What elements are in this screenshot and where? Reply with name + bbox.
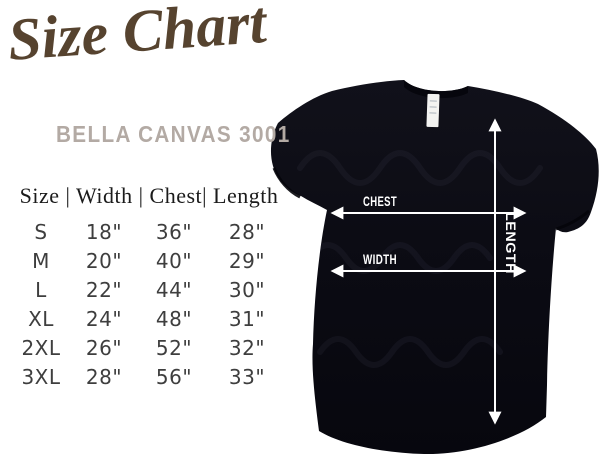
width-cell: 18" <box>85 219 123 244</box>
length-label: LENGTH <box>503 212 519 274</box>
chest-cell: 48" <box>155 306 193 331</box>
length-cell: 31" <box>228 306 266 331</box>
right-cuff-seam <box>555 209 590 231</box>
size-cell: S <box>34 219 48 244</box>
product-subtitle: BELLA CANVAS 3001 <box>56 121 291 147</box>
size-table-rows: S 18" 36" 28" M 20" 40" 29" L 22" 44" 30… <box>12 217 286 391</box>
chest-cell: 56" <box>155 364 193 389</box>
size-cell: XL <box>28 306 54 331</box>
width-cell: 26" <box>85 335 123 360</box>
width-cell: 24" <box>85 306 123 331</box>
chest-cell: 52" <box>155 335 193 360</box>
width-cell: 20" <box>85 248 123 273</box>
length-cell: 30" <box>228 277 266 302</box>
width-cell: 28" <box>85 364 123 389</box>
table-row: XL 24" 48" 31" <box>12 304 286 333</box>
neck-tag <box>426 93 440 128</box>
table-row: S 18" 36" 28" <box>12 217 286 246</box>
size-table-header: Size | Width | Chest| Length <box>19 183 279 208</box>
size-cell: L <box>35 277 47 302</box>
size-cell: 3XL <box>21 364 61 389</box>
table-row: M 20" 40" 29" <box>12 246 286 275</box>
tshirt-silhouette <box>270 80 599 455</box>
chest-label: CHEST <box>363 193 397 209</box>
table-row: 2XL 26" 52" 32" <box>12 333 286 362</box>
chest-cell: 44" <box>155 277 193 302</box>
length-cell: 28" <box>228 219 266 244</box>
collar-band <box>404 80 468 99</box>
chest-cell: 40" <box>155 248 193 273</box>
size-table: Size | Width | Chest| Length S 18" 36" 2… <box>12 183 286 391</box>
chest-cell: 36" <box>155 219 193 244</box>
length-cell: 29" <box>228 248 266 273</box>
left-cuff-seam <box>272 167 301 199</box>
size-cell: 2XL <box>21 335 61 360</box>
length-cell: 33" <box>228 364 266 389</box>
size-cell: M <box>32 248 50 273</box>
length-cell: 32" <box>228 335 266 360</box>
table-row: L 22" 44" 30" <box>12 275 286 304</box>
width-cell: 22" <box>85 277 123 302</box>
table-row: 3XL 28" 56" 33" <box>12 362 286 391</box>
width-label: WIDTH <box>363 251 397 267</box>
